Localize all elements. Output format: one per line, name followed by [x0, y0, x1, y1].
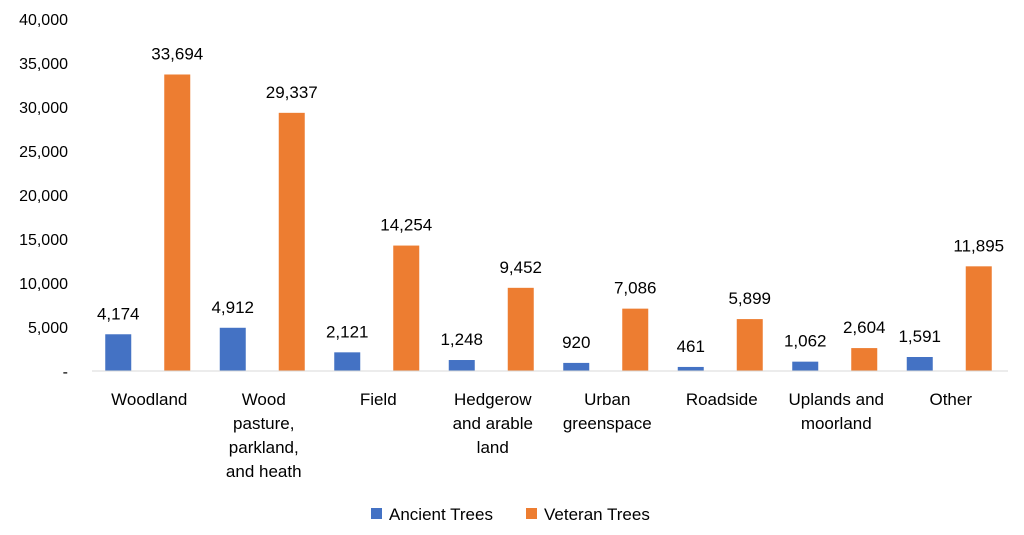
x-category-label: Wood pasture, parkland, and heath — [226, 390, 302, 481]
data-label: 920 — [562, 333, 590, 352]
legend: Ancient Trees Veteran Trees — [371, 505, 650, 524]
x-category-label: Uplands and moorland — [789, 390, 884, 433]
x-category-label: Urban greenspace — [563, 390, 652, 433]
legend-label: Veteran Trees — [544, 505, 650, 524]
bar-veteran-trees — [507, 287, 534, 371]
data-label: 7,086 — [614, 279, 657, 298]
x-category-label: Roadside — [686, 390, 758, 409]
data-label: 1,062 — [784, 332, 827, 351]
y-tick-label: - — [63, 364, 68, 381]
data-label: 4,912 — [211, 298, 254, 317]
data-label: 2,604 — [843, 318, 886, 337]
bar-veteran-trees — [393, 245, 420, 371]
y-tick-label: 35,000 — [19, 56, 68, 73]
x-category-label: Other — [929, 390, 972, 409]
bar-ancient-trees — [105, 334, 132, 371]
data-label: 4,174 — [97, 304, 140, 323]
data-label: 5,899 — [728, 289, 771, 308]
data-label: 461 — [677, 337, 705, 356]
legend-swatch — [526, 508, 537, 519]
bar-ancient-trees — [448, 360, 475, 371]
data-label: 9,452 — [499, 258, 542, 277]
bar-ancient-trees — [334, 352, 361, 371]
data-label: 29,337 — [266, 83, 318, 102]
data-label: 1,248 — [440, 330, 483, 349]
bar-veteran-trees — [736, 319, 763, 371]
bar-ancient-trees — [219, 327, 246, 371]
bar-veteran-trees — [622, 308, 649, 371]
y-tick-label: 20,000 — [19, 188, 68, 205]
bar-veteran-trees — [164, 74, 191, 371]
x-axis-category-labels: Woodland Wood pasture, parkland, and heath Fi… — [111, 390, 972, 481]
y-tick-label: 25,000 — [19, 144, 68, 161]
bar-ancient-trees — [792, 361, 819, 371]
x-category-label: Hedgerow and arable land — [453, 390, 533, 457]
x-category-label: Woodland — [111, 390, 187, 409]
bar-veteran-trees — [278, 112, 305, 371]
data-label: 2,121 — [326, 322, 369, 341]
bar-veteran-trees — [851, 348, 878, 371]
data-label: 14,254 — [380, 216, 432, 235]
bar-ancient-trees — [677, 366, 704, 371]
legend-label: Ancient Trees — [389, 505, 493, 524]
y-tick-label: 15,000 — [19, 232, 68, 249]
x-category-label: Field — [360, 390, 397, 409]
y-tick-label: 30,000 — [19, 100, 68, 117]
data-label: 11,895 — [953, 236, 1004, 255]
bars: 4,174 33,694 4,912 29,337 2,121 14,254 1,248 9,… — [97, 44, 1004, 371]
legend-swatch — [371, 508, 382, 519]
data-label: 33,694 — [151, 44, 203, 63]
y-axis: - 5,000 10,000 15,000 20,000 25,000 30,000 35,0… — [19, 12, 68, 381]
y-tick-label: 40,000 — [19, 12, 68, 29]
y-tick-label: 5,000 — [28, 320, 68, 337]
data-label: 1,591 — [898, 327, 941, 346]
y-tick-label: 10,000 — [19, 276, 68, 293]
bar-veteran-trees — [965, 266, 992, 371]
bar-ancient-trees — [563, 362, 590, 371]
bar-ancient-trees — [906, 356, 933, 371]
